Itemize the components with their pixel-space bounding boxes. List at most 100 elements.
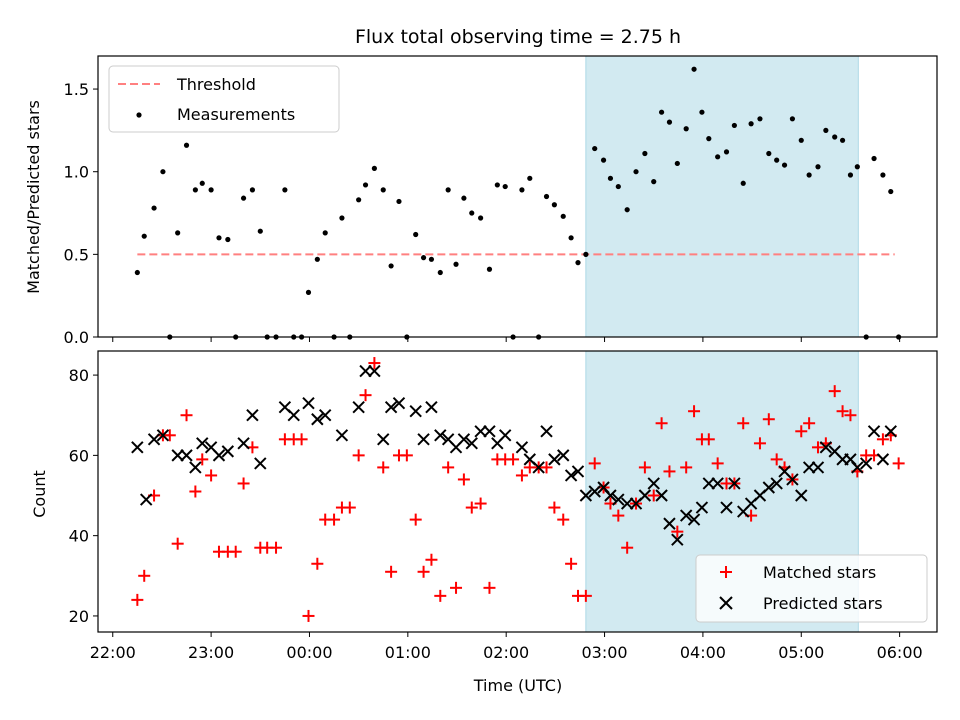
- predicted-star-point: [679, 509, 693, 522]
- predicted-star-point: [702, 477, 716, 490]
- matched-star-point: [434, 589, 447, 602]
- measurement-point: [413, 231, 419, 238]
- predicted-star-point: [171, 449, 184, 462]
- chart-title: Flux total observing time = 2.75 h: [355, 26, 681, 48]
- measurement-point: [871, 155, 877, 162]
- predicted-star-point: [811, 461, 825, 474]
- measurement-point: [314, 256, 320, 262]
- matched-star-point: [180, 409, 193, 422]
- matched-star-point: [737, 417, 750, 430]
- predicted-star-point: [254, 457, 267, 470]
- matched-star-point: [588, 457, 601, 470]
- measurement-point: [428, 256, 435, 262]
- predicted-star-point: [695, 501, 709, 514]
- predicted-star-point: [212, 449, 226, 462]
- predicted-star-point: [474, 425, 487, 438]
- predicted-star-point: [425, 400, 438, 414]
- measurement-point: [740, 180, 746, 186]
- measurement-point: [781, 162, 788, 168]
- predicted-star-point: [311, 413, 324, 426]
- predicted-star-point: [417, 433, 430, 446]
- matched-star-point: [811, 441, 824, 454]
- predicted-star-point: [571, 465, 585, 478]
- measurement-point: [774, 157, 780, 163]
- matched-legend-swatch: [720, 566, 732, 578]
- measurement-point: [249, 187, 256, 193]
- matched-star-point: [359, 389, 372, 402]
- measurement-point: [461, 195, 467, 201]
- matched-star-point: [196, 453, 209, 466]
- matched-star-point: [565, 557, 578, 570]
- matched-star-point: [753, 437, 766, 450]
- measurement-point: [183, 142, 190, 148]
- xtick-label: 22:00: [90, 643, 136, 662]
- count-plot-frame: [97, 350, 938, 633]
- predicted-star-point: [851, 461, 864, 474]
- measurement-point: [322, 230, 328, 236]
- predicted-star-point: [786, 473, 799, 486]
- measurement-point: [396, 198, 402, 205]
- xtick-label: 23:00: [188, 643, 234, 662]
- predicted-star-point: [604, 489, 617, 502]
- matched-star-point: [270, 541, 283, 554]
- matched-star-point: [803, 417, 816, 430]
- measurement-point: [199, 180, 205, 186]
- measurement-point: [674, 160, 680, 167]
- measurement-point: [445, 187, 451, 193]
- predicted-star-point: [620, 497, 634, 510]
- matched-star-point: [647, 489, 660, 502]
- matched-star-point: [836, 405, 849, 418]
- matched-star-point: [711, 457, 724, 470]
- predicted-star-point: [465, 437, 478, 450]
- matched-star-point: [163, 429, 176, 442]
- matched-star-point: [457, 473, 470, 486]
- matched-star-point: [229, 545, 242, 558]
- count-y-axis-label: Count: [30, 470, 49, 518]
- ratio-y-axis-label: Matched/Predicted stars: [24, 100, 43, 294]
- measurement-point: [683, 126, 689, 132]
- measurement-point: [806, 172, 812, 178]
- xtick-label: 04:00: [680, 643, 726, 662]
- matched-star-point: [680, 461, 693, 474]
- predicted-star-point: [189, 461, 202, 474]
- measurement-point: [633, 169, 639, 175]
- predicted-star-point: [180, 449, 193, 462]
- measurement-point: [208, 187, 214, 193]
- measurement-point: [160, 169, 166, 175]
- matched-star-point: [311, 557, 324, 570]
- matched-star-point: [540, 461, 553, 474]
- matched-star-point: [828, 385, 841, 398]
- measurements-legend-label: Measurements: [177, 105, 295, 124]
- ratio-ytick-label: 1.5: [64, 80, 89, 99]
- matched-star-point: [352, 449, 365, 462]
- ratio-plot-frame: [97, 55, 938, 338]
- matched-star-point: [189, 485, 202, 498]
- predicted-star-point: [352, 400, 365, 414]
- measurement-point: [748, 121, 754, 127]
- predicted-star-point: [612, 493, 625, 506]
- measurement-point: [362, 182, 369, 188]
- predicted-star-point: [802, 461, 816, 474]
- predicted-star-point: [221, 445, 235, 458]
- matched-star-point: [377, 461, 390, 474]
- measurement-point: [305, 289, 312, 295]
- measurement-point: [839, 137, 846, 143]
- predicted-star-point: [483, 425, 496, 438]
- predicted-star-point: [819, 441, 833, 454]
- matched-star-point: [385, 565, 398, 578]
- matched-star-point: [762, 413, 775, 426]
- predicted-star-point: [384, 400, 398, 414]
- measurement-point: [216, 235, 222, 241]
- predicted-star-point: [548, 453, 561, 466]
- measurement-point: [380, 187, 386, 193]
- measurement-point: [823, 127, 829, 133]
- measurement-point: [651, 179, 657, 185]
- measurement-point: [282, 187, 288, 193]
- measurement-point: [624, 207, 630, 213]
- predicted-star-point: [498, 429, 512, 442]
- measurement-point: [731, 122, 737, 129]
- measurement-point: [469, 210, 475, 216]
- measurement-point: [339, 215, 345, 221]
- count-ytick-label: 80: [69, 366, 89, 385]
- matched-legend-label: Matched stars: [763, 563, 876, 582]
